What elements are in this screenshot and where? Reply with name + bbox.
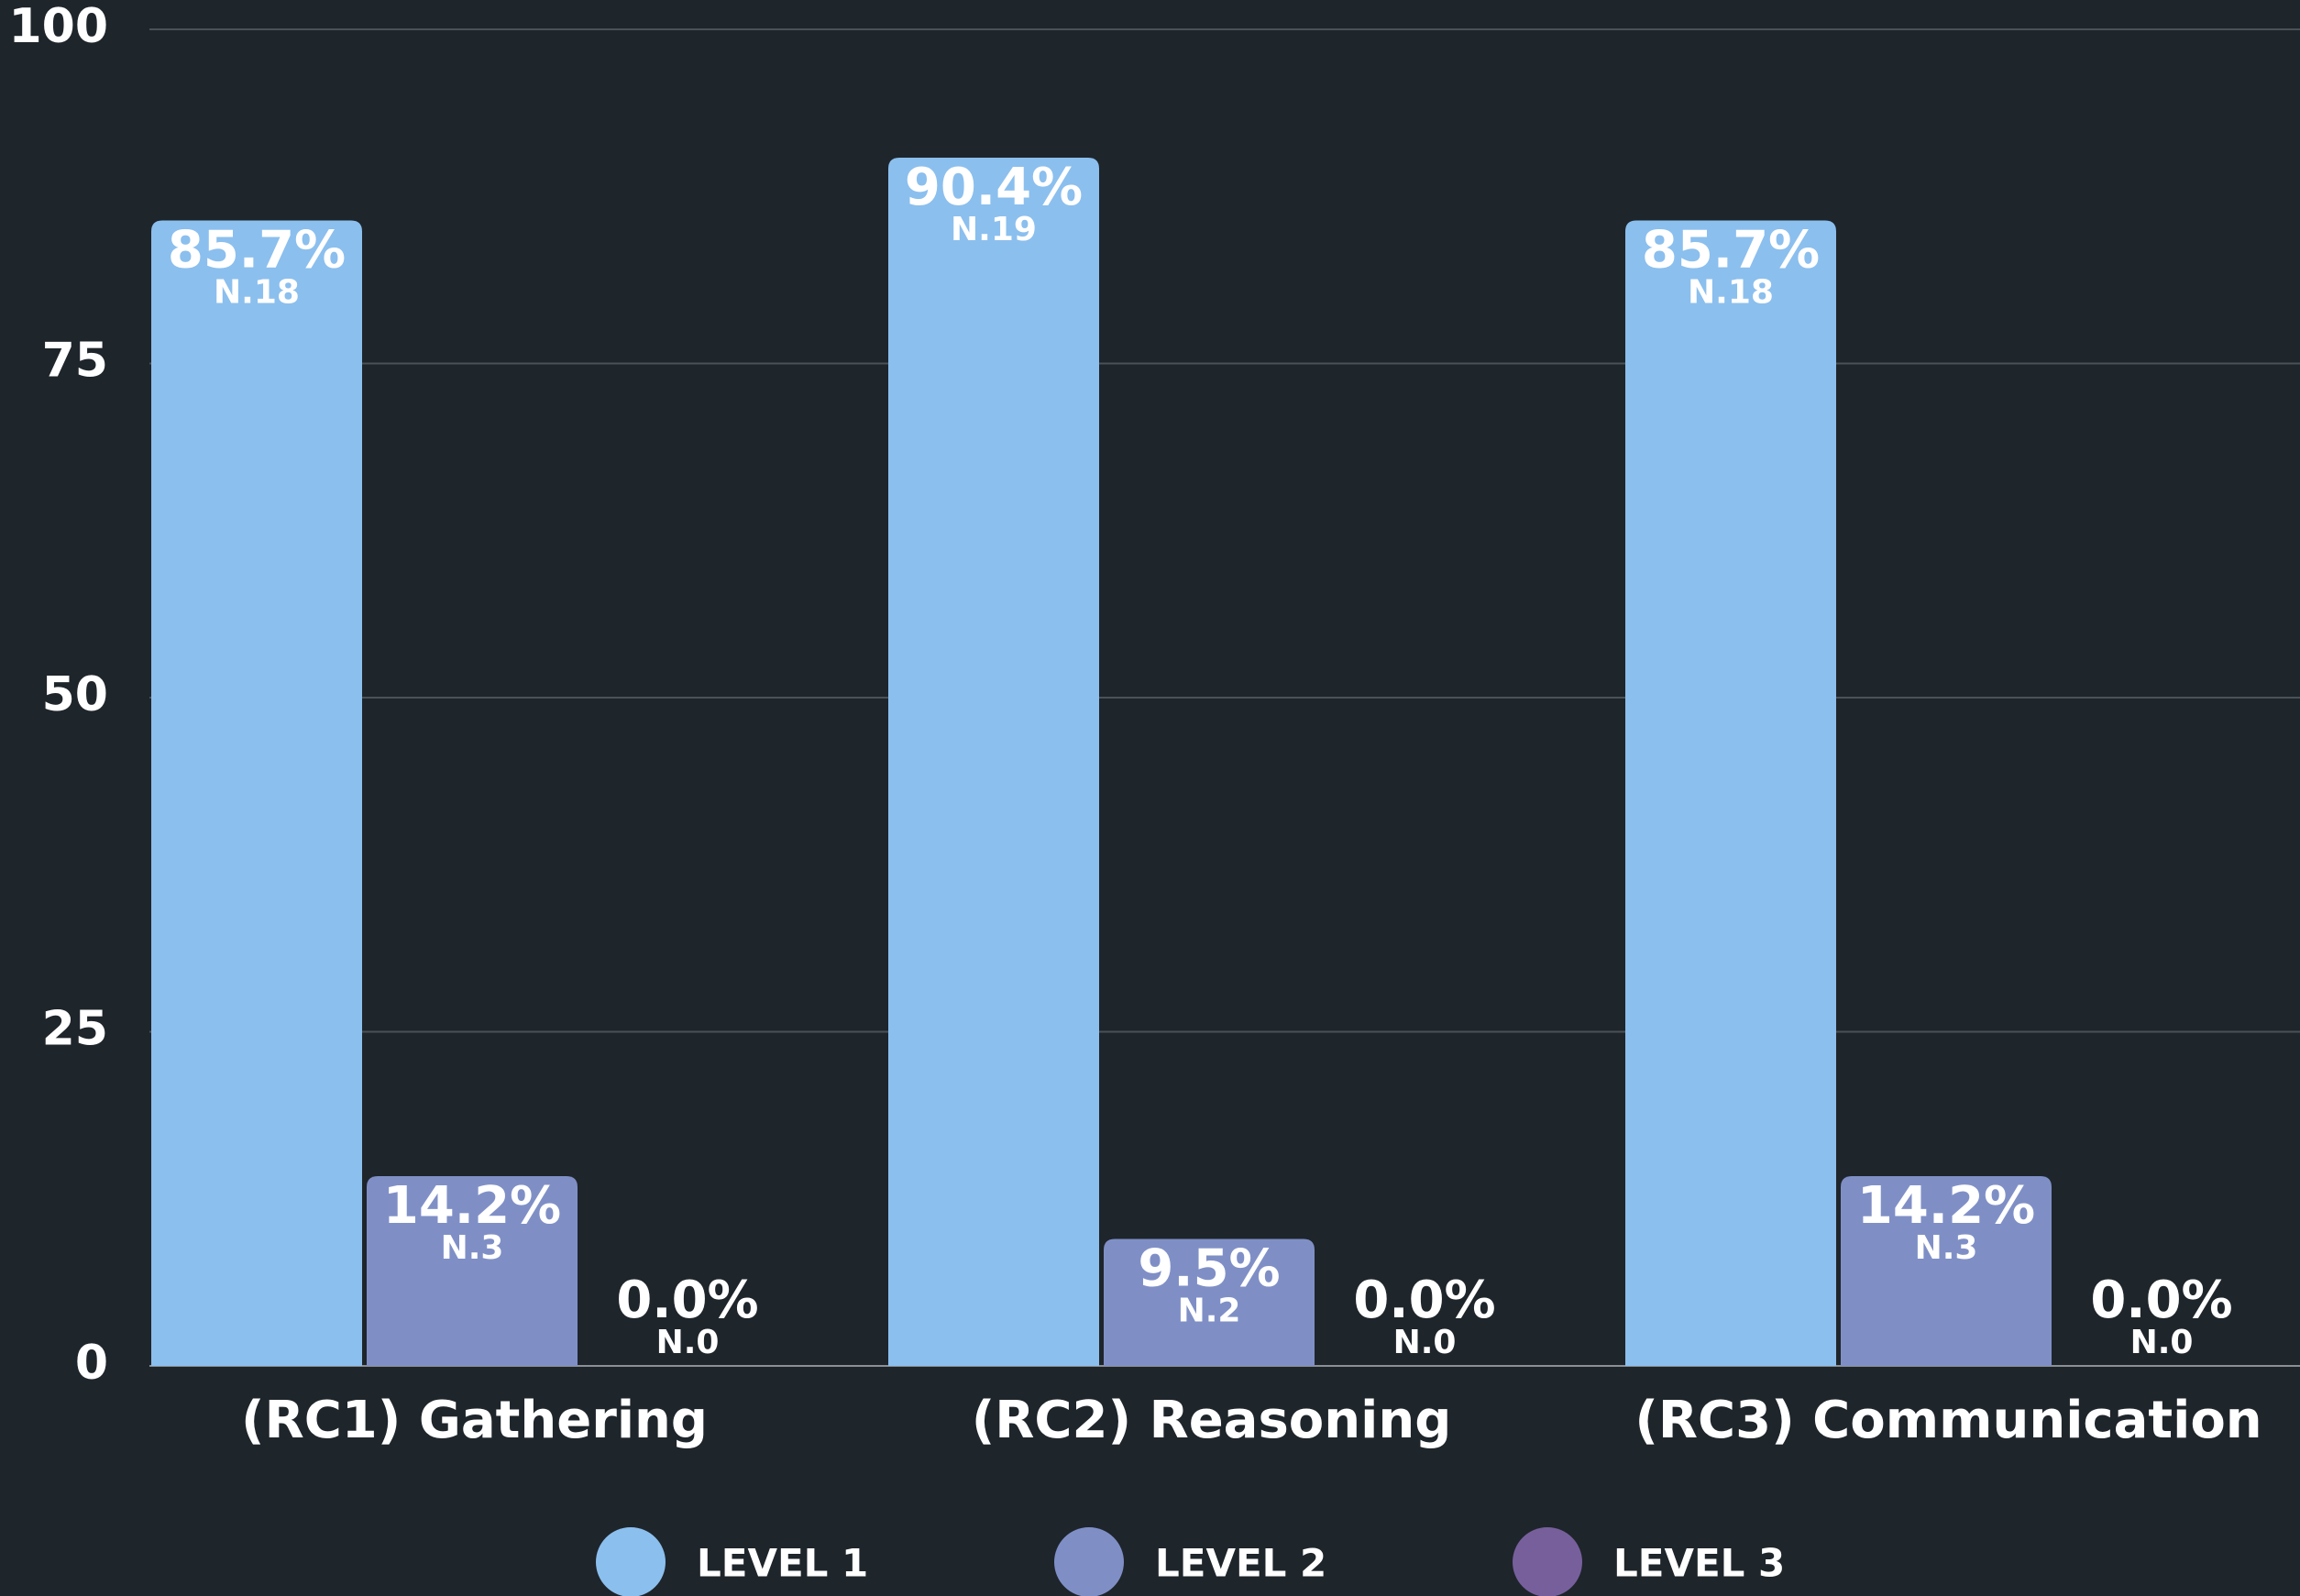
bar (1841, 1175, 2052, 1366)
x-tick-label: (RC3) Communication (1634, 1391, 2261, 1450)
bar (1104, 1238, 1315, 1366)
y-tick-label: 50 (42, 667, 108, 722)
value-label: 0.0% (1353, 1271, 1495, 1330)
legend-swatch (1513, 1527, 1582, 1596)
legend-label: LEVEL 3 (1613, 1541, 1785, 1586)
value-label: 90.4% (905, 158, 1083, 217)
y-tick-label: 75 (42, 334, 108, 389)
value-label: 14.2% (383, 1176, 561, 1236)
count-label: N.0 (656, 1324, 720, 1361)
value-label: 9.5% (1138, 1239, 1280, 1299)
value-label: 85.7% (1642, 221, 1820, 281)
bar (367, 1175, 578, 1366)
count-label: N.18 (214, 273, 300, 311)
value-label: 14.2% (1857, 1176, 2035, 1236)
legend-swatch (1054, 1527, 1124, 1596)
y-tick-label: 100 (8, 0, 108, 54)
bar (151, 220, 362, 1366)
count-label: N.2 (1178, 1292, 1241, 1329)
count-label: N.3 (1915, 1229, 1978, 1267)
value-label: 0.0% (616, 1271, 758, 1330)
count-label: N.18 (1688, 273, 1774, 311)
legend-label: LEVEL 1 (697, 1541, 868, 1586)
count-label: N.0 (2130, 1324, 2194, 1361)
legend-label: LEVEL 2 (1155, 1541, 1326, 1586)
bar (1625, 220, 1836, 1366)
count-label: N.0 (1393, 1324, 1457, 1361)
value-label: 85.7% (168, 221, 346, 281)
bar (888, 157, 1099, 1366)
legend-swatch (596, 1527, 666, 1596)
y-tick-label: 0 (75, 1336, 108, 1391)
y-tick-label: 25 (42, 1002, 108, 1057)
count-label: N.19 (951, 211, 1037, 248)
value-label: 0.0% (2090, 1271, 2232, 1330)
x-tick-label: (RC2) Reasoning (972, 1391, 1452, 1450)
count-label: N.3 (441, 1229, 504, 1267)
x-tick-label: (RC1) Gathering (241, 1391, 708, 1450)
